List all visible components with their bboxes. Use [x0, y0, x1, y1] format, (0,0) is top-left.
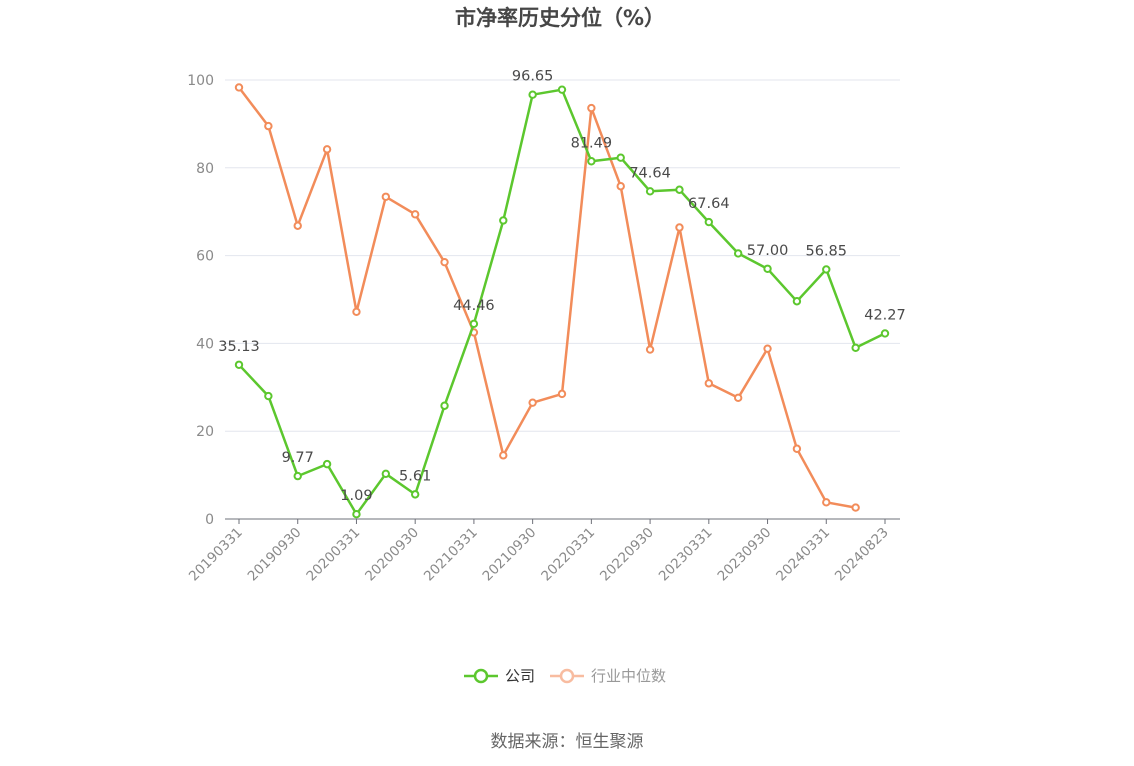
data-point — [410, 490, 420, 499]
y-axis: 0 20 40 60 80 100 — [187, 73, 214, 528]
grid-lines — [225, 79, 900, 432]
data-point — [880, 329, 890, 338]
data-point — [528, 398, 537, 407]
data-label: 42.27 — [864, 307, 906, 323]
x-tick-label: 20240823 — [832, 525, 892, 585]
y-tick-label: 80 — [196, 161, 214, 177]
data-point — [822, 498, 831, 507]
data-point — [234, 360, 244, 369]
data-point — [616, 182, 625, 191]
data-point — [645, 345, 655, 354]
data-point — [410, 210, 420, 219]
data-source: 数据来源：恒生聚源 — [491, 732, 644, 752]
x-tick-label: 20210930 — [480, 525, 540, 585]
x-tick-label: 20200331 — [303, 525, 363, 585]
data-point — [616, 153, 625, 162]
data-point — [322, 459, 332, 469]
x-tick-label: 20220930 — [597, 525, 657, 585]
data-point — [733, 249, 743, 258]
data-label: 67.64 — [688, 196, 730, 212]
legend-item-industry-median[interactable]: 行业中位数 — [550, 667, 666, 685]
x-tick-label: 20200930 — [362, 525, 422, 585]
data-point — [440, 401, 449, 410]
series-line-1 — [238, 86, 856, 509]
data-point — [264, 121, 273, 131]
data-point — [499, 451, 508, 460]
data-point — [675, 223, 684, 232]
data-point — [469, 319, 479, 329]
x-tick-label: 20240331 — [773, 525, 833, 585]
legend-marker-icon — [559, 668, 575, 684]
data-point — [293, 471, 302, 481]
data-label: 44.46 — [453, 298, 495, 314]
data-label: 9.77 — [282, 450, 314, 466]
legend[interactable]: 公司 行业中位数 — [464, 667, 666, 685]
data-point — [851, 503, 860, 512]
legend-marker-icon — [473, 668, 489, 684]
data-label: 5.61 — [399, 468, 431, 484]
y-tick-label: 0 — [205, 512, 214, 528]
x-tick-label: 20190331 — [186, 525, 246, 585]
data-labels: 35.13 9.77 1.09 5.61 44.46 96.65 81.49 74.64 67.… — [218, 69, 906, 505]
y-tick-label: 40 — [196, 336, 214, 352]
data-point — [381, 192, 391, 201]
data-point — [352, 307, 361, 316]
data-point — [763, 344, 772, 353]
legend-item-company[interactable]: 公司 — [464, 667, 535, 685]
series-line-0 — [238, 88, 886, 516]
data-point — [293, 221, 302, 230]
data-label: 56.85 — [806, 243, 848, 259]
chart-title: 市净率历史分位（%） — [455, 6, 665, 30]
data-point — [352, 510, 361, 519]
data-point — [851, 343, 860, 352]
legend-label: 公司 — [505, 667, 535, 685]
data-point — [587, 157, 596, 166]
x-tick-label: 20220331 — [538, 525, 598, 585]
data-point — [704, 379, 714, 388]
x-axis: 2019033120190930202003312020093020210331… — [186, 518, 900, 585]
data-point — [381, 469, 391, 478]
data-point — [264, 391, 273, 401]
data-label: 1.09 — [340, 488, 372, 504]
data-label: 96.65 — [512, 69, 554, 85]
data-label: 74.64 — [629, 165, 671, 181]
data-label: 57.00 — [747, 243, 789, 259]
data-point — [587, 103, 596, 113]
data-label: 35.13 — [218, 339, 260, 355]
y-tick-label: 20 — [196, 424, 214, 440]
x-tick-label: 20190930 — [245, 525, 305, 585]
data-point — [234, 83, 244, 92]
series-layer — [234, 83, 890, 519]
data-point — [322, 145, 332, 154]
data-point — [499, 216, 508, 225]
data-point — [704, 217, 714, 227]
data-point — [645, 187, 655, 196]
y-tick-label: 100 — [187, 73, 214, 89]
x-tick-label: 20210331 — [421, 525, 481, 585]
data-label: 81.49 — [571, 135, 613, 151]
data-point — [557, 85, 567, 94]
data-point — [792, 444, 802, 453]
x-tick-label: 20230930 — [714, 525, 774, 585]
x-tick-label: 20230331 — [656, 525, 716, 585]
data-point — [675, 185, 684, 194]
data-point — [822, 265, 831, 274]
y-tick-label: 60 — [196, 249, 214, 265]
data-point — [528, 90, 537, 99]
data-point — [733, 393, 743, 403]
data-point — [557, 389, 567, 399]
data-point — [440, 257, 449, 267]
data-point — [792, 297, 802, 306]
legend-label: 行业中位数 — [591, 667, 666, 685]
data-point — [763, 264, 772, 273]
